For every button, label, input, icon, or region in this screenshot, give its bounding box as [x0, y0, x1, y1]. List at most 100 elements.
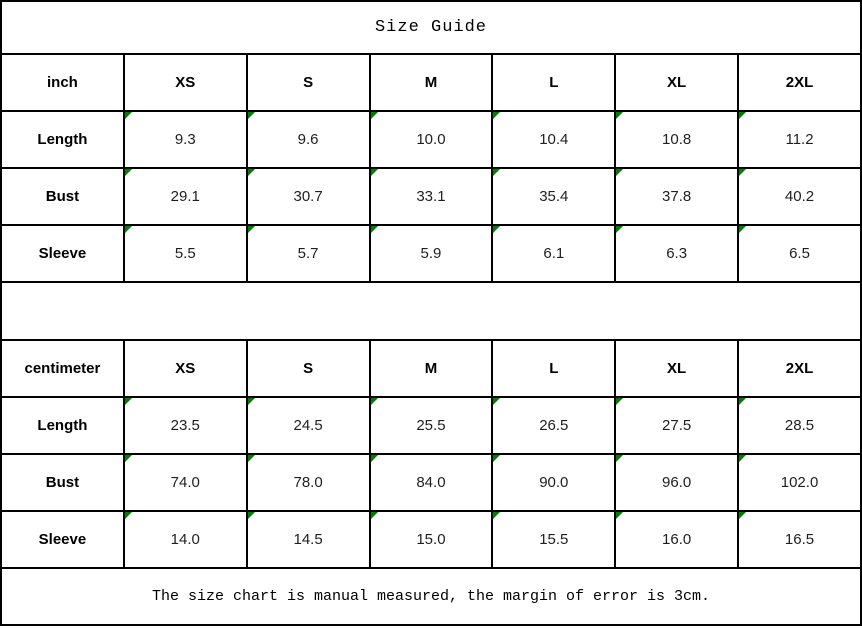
green-corner-marker-icon [617, 399, 624, 405]
size-value-cell: 78.0 [245, 453, 371, 512]
green-corner-marker-icon [617, 170, 624, 176]
green-corner-marker-icon [740, 113, 747, 119]
centimeter-sleeve-row: Sleeve 14.0 14.5 15.0 15.5 16.0 16.5 [0, 510, 862, 569]
centimeter-length-row: Length 23.5 24.5 25.5 26.5 27.5 28.5 [0, 396, 862, 455]
row-label-length: Length [0, 110, 125, 169]
size-value: 40.2 [784, 188, 815, 205]
green-corner-marker-icon [248, 113, 255, 119]
size-value: 23.5 [170, 417, 200, 434]
size-value: 28.5 [784, 417, 815, 434]
centimeter-header-row: centimeter XS S M L XL 2XL [0, 339, 862, 398]
spacer-row [0, 281, 862, 341]
green-corner-marker-icon [125, 456, 132, 462]
inch-sleeve-row: Sleeve 5.5 5.7 5.9 6.1 6.3 6.5 [0, 224, 862, 283]
size-value-cell: 9.3 [122, 110, 248, 169]
unit-header-centimeter: centimeter [0, 339, 125, 398]
size-value: 25.5 [416, 417, 446, 434]
size-value: 74.0 [170, 474, 200, 491]
size-value-cell: 84.0 [368, 453, 494, 512]
size-value: 10.4 [539, 131, 569, 148]
size-value-cell: 5.5 [122, 224, 248, 283]
green-corner-marker-icon [494, 399, 501, 405]
size-value-cell: 6.3 [614, 224, 740, 283]
size-value-cell: 16.0 [614, 510, 740, 569]
green-corner-marker-icon [494, 513, 501, 519]
green-corner-marker-icon [617, 456, 624, 462]
size-value: 30.7 [293, 188, 323, 205]
green-corner-marker-icon [494, 456, 501, 462]
green-corner-marker-icon [371, 227, 378, 233]
inch-header-row: inch XS S M L XL 2XL [0, 53, 862, 112]
col-header-l: L [491, 53, 617, 112]
green-corner-marker-icon [125, 170, 132, 176]
green-corner-marker-icon [248, 513, 255, 519]
table-title: Size Guide [0, 0, 862, 55]
size-value-cell: 5.7 [245, 224, 371, 283]
size-value-cell: 25.5 [368, 396, 494, 455]
size-value: 84.0 [416, 474, 446, 491]
footer-note: The size chart is manual measured, the m… [0, 567, 862, 626]
green-corner-marker-icon [740, 513, 747, 519]
size-value-cell: 28.5 [737, 396, 862, 455]
green-corner-marker-icon [248, 456, 255, 462]
green-corner-marker-icon [740, 399, 747, 405]
size-value-cell: 27.5 [614, 396, 740, 455]
green-corner-marker-icon [740, 227, 747, 233]
green-corner-marker-icon [494, 113, 501, 119]
size-value: 96.0 [662, 474, 692, 491]
green-corner-marker-icon [371, 456, 378, 462]
size-value: 14.0 [170, 531, 200, 548]
size-value: 9.6 [297, 131, 319, 148]
size-value-cell: 16.5 [737, 510, 862, 569]
size-value: 15.5 [539, 531, 569, 548]
green-corner-marker-icon [248, 227, 255, 233]
size-value-cell: 15.5 [491, 510, 617, 569]
green-corner-marker-icon [125, 399, 132, 405]
unit-header-inch: inch [0, 53, 125, 112]
row-label-sleeve: Sleeve [0, 224, 125, 283]
col-header-xs: XS [122, 53, 248, 112]
row-label-bust: Bust [0, 167, 125, 226]
size-value-cell: 26.5 [491, 396, 617, 455]
size-value-cell: 10.4 [491, 110, 617, 169]
col-header-m: M [368, 339, 494, 398]
green-corner-marker-icon [371, 113, 378, 119]
green-corner-marker-icon [248, 399, 255, 405]
col-header-xs: XS [122, 339, 248, 398]
size-value: 29.1 [170, 188, 200, 205]
inch-length-row: Length 9.3 9.6 10.0 10.4 10.8 11.2 [0, 110, 862, 169]
size-value-cell: 96.0 [614, 453, 740, 512]
size-value-cell: 90.0 [491, 453, 617, 512]
size-value-cell: 6.5 [737, 224, 862, 283]
size-value: 11.2 [785, 131, 814, 148]
size-value: 16.0 [662, 531, 692, 548]
green-corner-marker-icon [125, 513, 132, 519]
size-value-cell: 23.5 [122, 396, 248, 455]
green-corner-marker-icon [617, 513, 624, 519]
size-value-cell: 14.5 [245, 510, 371, 569]
size-value-cell: 10.8 [614, 110, 740, 169]
col-header-l: L [491, 339, 617, 398]
green-corner-marker-icon [371, 513, 378, 519]
size-value-cell: 30.7 [245, 167, 371, 226]
size-value: 6.1 [543, 245, 565, 262]
row-label-sleeve: Sleeve [0, 510, 125, 569]
size-value-cell: 11.2 [737, 110, 862, 169]
size-value: 5.5 [174, 245, 196, 262]
inch-bust-row: Bust 29.1 30.7 33.1 35.4 37.8 40.2 [0, 167, 862, 226]
size-value-cell: 5.9 [368, 224, 494, 283]
size-value-cell: 40.2 [737, 167, 862, 226]
col-header-xl: XL [614, 339, 740, 398]
green-corner-marker-icon [617, 113, 624, 119]
size-value: 26.5 [539, 417, 569, 434]
size-value-cell: 29.1 [122, 167, 248, 226]
green-corner-marker-icon [740, 170, 747, 176]
size-value-cell: 37.8 [614, 167, 740, 226]
size-value-cell: 35.4 [491, 167, 617, 226]
row-label-length: Length [0, 396, 125, 455]
centimeter-bust-row: Bust 74.0 78.0 84.0 90.0 96.0 102.0 [0, 453, 862, 512]
green-corner-marker-icon [371, 399, 378, 405]
green-corner-marker-icon [740, 456, 747, 462]
